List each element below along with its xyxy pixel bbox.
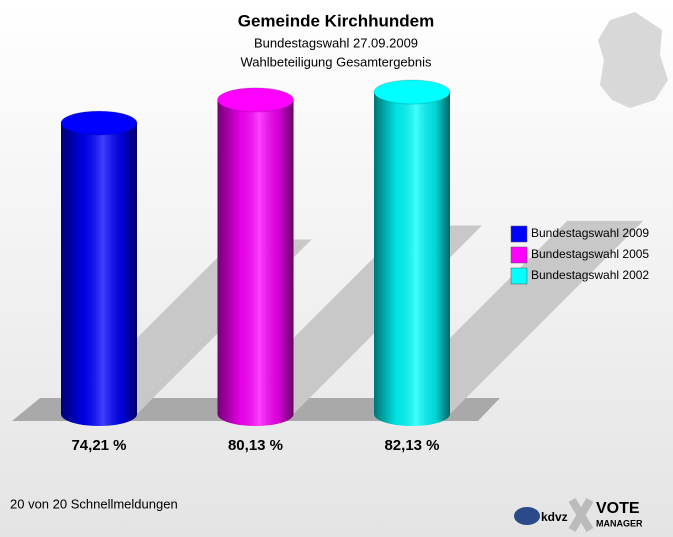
bar-shade bbox=[61, 123, 137, 414]
value-label: 82,13 % bbox=[384, 437, 439, 454]
legend-swatch bbox=[510, 246, 528, 264]
chart-title: Gemeinde Kirchhundem bbox=[238, 11, 434, 30]
bar-top bbox=[217, 87, 294, 113]
chart-subtitle: Bundestagswahl 27.09.2009 bbox=[254, 35, 418, 50]
footer: 20 von 20 Schnellmeldungen bbox=[10, 496, 178, 511]
logo-x bbox=[568, 497, 594, 533]
bar-top bbox=[60, 110, 138, 136]
legend-label: Bundestagswahl 2005 bbox=[531, 247, 649, 261]
bar-shade bbox=[374, 92, 450, 414]
bar-shade bbox=[217, 99, 294, 414]
logo-text: kdvz bbox=[541, 510, 568, 524]
bar-top bbox=[373, 79, 451, 105]
legend-label: Bundestagswahl 2009 bbox=[531, 226, 649, 240]
legend-swatch bbox=[510, 267, 528, 285]
value-label: 80,13 % bbox=[228, 437, 283, 454]
map-silhouette bbox=[598, 12, 668, 108]
logo-text: VOTE bbox=[596, 500, 640, 517]
value-label: 74,21 % bbox=[71, 437, 126, 454]
logo-text: MANAGER bbox=[596, 518, 643, 528]
legend-label: Bundestagswahl 2002 bbox=[531, 268, 649, 282]
logo-icon bbox=[514, 507, 540, 525]
chart-subtitle: Wahlbeteiligung Gesamtergebnis bbox=[240, 54, 432, 69]
legend-swatch bbox=[510, 225, 528, 243]
